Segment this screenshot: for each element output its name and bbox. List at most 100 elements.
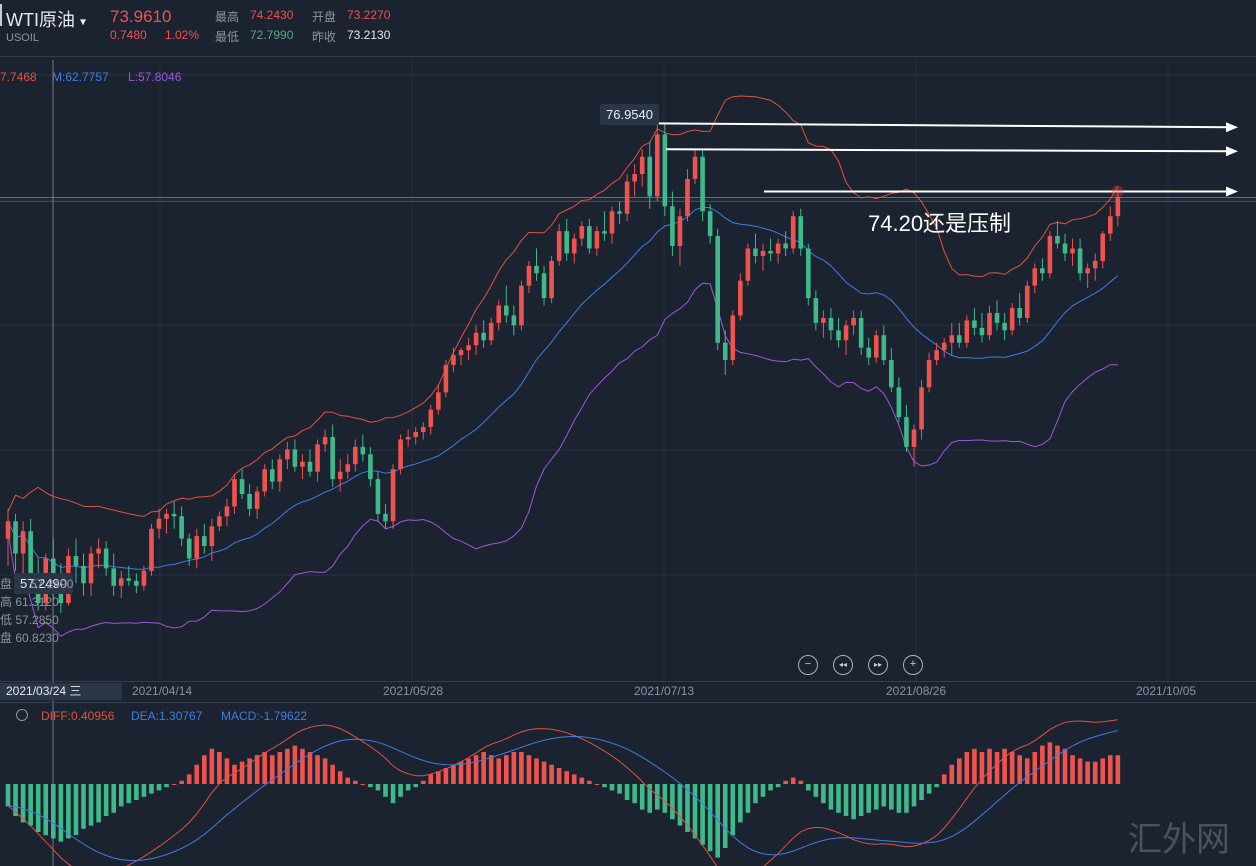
candle-body [360, 446, 366, 455]
candle-body [836, 330, 841, 341]
macd-bar [51, 784, 56, 839]
candle-body [330, 436, 335, 480]
candle-body [1092, 260, 1098, 269]
macd-bar [88, 784, 94, 826]
candle-body [488, 322, 494, 341]
candle-body [383, 513, 388, 522]
macd-bar [1017, 755, 1022, 784]
candle-body [715, 236, 720, 343]
tooltip-row: 盘 60.8230 [0, 629, 73, 647]
macd-bar [345, 777, 351, 784]
scroll-right-button[interactable]: ▸▸ [868, 655, 888, 675]
macd-bar [587, 780, 592, 784]
macd-bar [28, 784, 33, 826]
macd-bar [655, 784, 660, 810]
x-tick-label: 2021/04/14 [132, 684, 193, 698]
macd-bar [330, 764, 335, 784]
macd-bar [458, 761, 464, 784]
candle-body [368, 454, 373, 480]
symbol-title[interactable]: WTI原油 ▾ [6, 6, 86, 32]
candle-body [926, 360, 932, 388]
tooltip-row: 低 57.2850 [0, 611, 73, 629]
candle-body [957, 335, 962, 343]
prevclose-value: 73.2130 [347, 28, 391, 42]
macd-bar [43, 784, 49, 836]
candle-body [881, 335, 887, 361]
candle-body [171, 513, 177, 517]
macd-bar [307, 752, 313, 784]
tooltip-value: 61.3120 [15, 595, 59, 609]
candle-body [232, 479, 237, 507]
macd-bar [443, 768, 449, 784]
macd-bar [949, 764, 955, 784]
chevron-down-icon[interactable]: ▾ [80, 14, 87, 29]
macd-bar [919, 784, 924, 800]
symbol-name[interactable]: WTI原油 [6, 10, 75, 30]
tooltip-row: 高 61.3120 [0, 593, 73, 611]
candle-body [269, 469, 275, 482]
macd-bar [564, 771, 569, 784]
macd-divider [0, 702, 1256, 703]
macd-bar [420, 780, 426, 784]
macd-bar [81, 784, 86, 829]
macd-bar [798, 780, 804, 784]
x-tick-label: 2021/08/26 [886, 684, 947, 698]
macd-bar [866, 784, 871, 813]
macd-bar [836, 784, 841, 813]
macd-bar [526, 755, 532, 784]
candle-body [806, 248, 811, 299]
candle-body [519, 285, 524, 326]
candle-body [405, 436, 411, 440]
macd-bar [722, 784, 728, 848]
gear-icon[interactable] [16, 709, 28, 721]
candle-body [934, 350, 939, 361]
candle-body [96, 548, 101, 554]
macd-bar [126, 784, 132, 804]
cursor-date: 2021/03/24 三 [0, 683, 122, 700]
macd-bar [594, 784, 600, 785]
candle-body [579, 226, 585, 239]
macd-bar [617, 784, 622, 794]
zoom-out-button[interactable]: − [798, 655, 818, 675]
candle-body [828, 317, 834, 331]
candle-body [738, 280, 743, 316]
scroll-left-button[interactable]: ◂◂ [833, 655, 853, 675]
macd-bar [390, 784, 396, 804]
macd-bar [179, 780, 184, 784]
macd-bar [118, 784, 124, 807]
xaxis-divider [0, 681, 1256, 682]
macd-bar [549, 764, 554, 784]
candle-body [534, 265, 539, 274]
macd-bar [247, 758, 252, 784]
candle-body [390, 469, 396, 522]
low-value: 72.7990 [250, 28, 294, 42]
candle-body [496, 305, 502, 323]
macd-bar [609, 784, 615, 791]
candle-body [677, 216, 683, 246]
macd-bar [775, 784, 781, 788]
arrow-head-icon [1226, 186, 1238, 197]
candle-body [436, 392, 441, 410]
candle-body [541, 273, 547, 299]
candle-body [1024, 285, 1030, 318]
macd-bar [436, 771, 441, 784]
tooltip-value: 60.8230 [15, 631, 59, 645]
candle-body [972, 320, 977, 328]
candle-body [353, 446, 358, 465]
boll-lower-line [7, 282, 1118, 637]
candle-body [745, 248, 751, 281]
candle-body [1108, 216, 1113, 234]
candle-body [609, 211, 615, 234]
candle-body [722, 342, 728, 361]
candle-body [692, 156, 698, 180]
macd-bar [738, 784, 743, 823]
macd-bar [858, 784, 864, 816]
zoom-in-button[interactable]: + [903, 655, 923, 675]
macd-bar [571, 774, 577, 784]
candle-body [58, 590, 64, 604]
tooltip-value: 57.2850 [15, 613, 59, 627]
macd-bar [20, 784, 26, 823]
candle-body [481, 332, 486, 341]
candle-body [81, 565, 86, 584]
